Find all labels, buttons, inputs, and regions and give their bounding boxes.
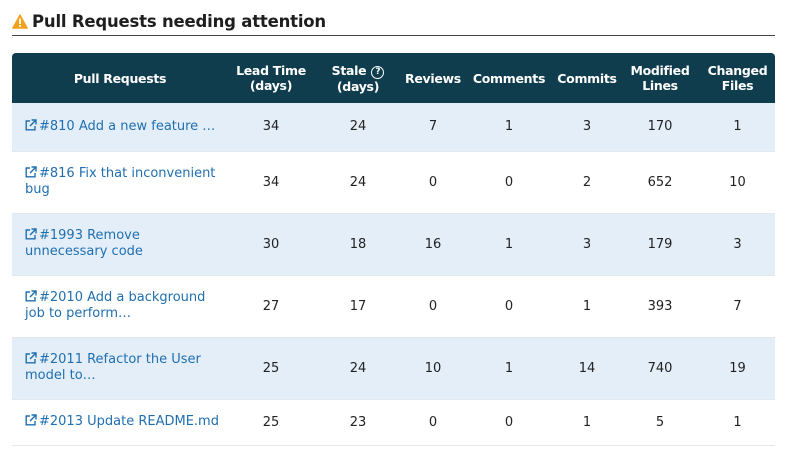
- section-header: Pull Requests needing attention: [12, 8, 775, 36]
- pr-title: #816 Fix that inconvenient bug: [25, 166, 216, 197]
- commits-cell: 3: [582, 236, 592, 252]
- pr-cell: #2011 Refactor the User model to…: [12, 337, 228, 399]
- pr-link[interactable]: #2010 Add a background job to perform…: [25, 290, 205, 321]
- col-header-reviews[interactable]: Reviews: [405, 70, 461, 86]
- pr-title: #2010 Add a background job to perform…: [25, 290, 206, 321]
- reviews-cell: 16: [424, 236, 442, 252]
- modified-lines-cell: 5: [655, 414, 665, 430]
- commits-cell: 14: [578, 360, 596, 376]
- changed-files-cell: 3: [733, 236, 742, 252]
- table-row: #2010 Add a background job to perform… 2…: [12, 275, 775, 337]
- table-header-row: Pull Requests Lead Time (days) Stale ? (da…: [12, 53, 775, 103]
- pr-table: Pull Requests Lead Time (days) Stale ? (da…: [12, 53, 775, 446]
- col-header-lead-time[interactable]: Lead Time (days): [236, 63, 306, 93]
- changed-files-cell: 1: [733, 119, 742, 135]
- help-icon[interactable]: ?: [371, 65, 385, 79]
- external-link-icon: [25, 119, 37, 131]
- stale-cell: 24: [349, 360, 367, 376]
- pr-link[interactable]: #810 Add a new feature …: [25, 119, 215, 134]
- warning-icon: [12, 13, 28, 29]
- col-header-commits[interactable]: Commits: [557, 70, 617, 86]
- external-link-icon: [25, 414, 37, 426]
- comments-cell: 1: [504, 236, 514, 252]
- modified-lines-cell: 393: [647, 298, 673, 314]
- pr-title: #2011 Refactor the User model to…: [25, 352, 201, 383]
- reviews-cell: 0: [428, 174, 438, 190]
- pr-link[interactable]: #1993 Remove unnecessary code: [25, 228, 143, 259]
- external-link-icon: [25, 352, 37, 364]
- table-row: #816 Fix that inconvenient bug 34 24 0 0…: [12, 151, 775, 213]
- stale-cell: 23: [349, 414, 367, 430]
- lead-time-cell: 25: [262, 414, 280, 430]
- reviews-cell: 0: [428, 298, 438, 314]
- pr-cell: #2010 Add a background job to perform…: [12, 275, 228, 337]
- commits-cell: 3: [582, 119, 592, 135]
- commits-cell: 1: [582, 414, 592, 430]
- comments-cell: 0: [504, 414, 514, 430]
- external-link-icon: [25, 290, 37, 302]
- modified-lines-cell: 170: [647, 119, 673, 135]
- section-title: Pull Requests needing attention: [32, 11, 326, 31]
- pr-link[interactable]: #816 Fix that inconvenient bug: [25, 166, 215, 197]
- commits-cell: 1: [582, 298, 592, 314]
- changed-files-cell: 1: [733, 414, 742, 430]
- lead-time-cell: 27: [262, 298, 280, 314]
- col-header-comments[interactable]: Comments: [472, 70, 546, 86]
- col-header-changed-files[interactable]: Changed Files: [707, 63, 768, 93]
- changed-files-cell: 10: [729, 174, 746, 190]
- comments-cell: 1: [504, 119, 514, 135]
- modified-lines-cell: 652: [647, 174, 673, 190]
- table-row: #2013 Update README.md 25 23 0 0 1 5 1: [12, 399, 775, 445]
- lead-time-cell: 34: [262, 174, 280, 190]
- pr-title: #810 Add a new feature …: [39, 118, 216, 134]
- changed-files-cell: 7: [733, 298, 742, 314]
- lead-time-cell: 34: [262, 119, 280, 135]
- reviews-cell: 7: [428, 119, 438, 135]
- pr-link[interactable]: #2013 Update README.md: [25, 414, 219, 429]
- commits-cell: 2: [582, 174, 592, 190]
- col-header-pull-requests[interactable]: Pull Requests: [73, 70, 167, 86]
- lead-time-cell: 25: [262, 360, 280, 376]
- modified-lines-cell: 179: [647, 236, 673, 252]
- pr-link[interactable]: #2011 Refactor the User model to…: [25, 352, 201, 383]
- reviews-cell: 10: [424, 360, 442, 376]
- external-link-icon: [25, 166, 37, 178]
- col-header-stale[interactable]: Stale ? (days): [314, 53, 402, 103]
- lead-time-cell: 30: [262, 236, 280, 252]
- pr-title: #1993 Remove unnecessary code: [25, 228, 143, 259]
- external-link-icon: [25, 228, 37, 240]
- stale-cell: 17: [349, 298, 367, 314]
- stale-cell: 24: [349, 174, 367, 190]
- reviews-cell: 0: [428, 414, 438, 430]
- pr-attention-section: Pull Requests needing attention Pull Req…: [12, 8, 775, 445]
- table-row: #2011 Refactor the User model to… 25 24 …: [12, 337, 775, 399]
- pr-title: #2013 Update README.md: [39, 414, 219, 429]
- stale-cell: 18: [349, 236, 367, 252]
- modified-lines-cell: 740: [647, 360, 673, 376]
- pr-cell: #1993 Remove unnecessary code: [12, 213, 228, 275]
- comments-cell: 0: [504, 298, 514, 314]
- pr-cell: #816 Fix that inconvenient bug: [12, 151, 228, 213]
- comments-cell: 0: [504, 174, 514, 190]
- stale-cell: 24: [349, 119, 367, 135]
- col-header-modified-lines[interactable]: Modified Lines: [630, 63, 690, 93]
- comments-cell: 1: [504, 360, 514, 376]
- pr-cell: #2013 Update README.md: [12, 399, 228, 445]
- pr-cell: #810 Add a new feature …: [12, 103, 228, 151]
- table-row: #1993 Remove unnecessary code 30 18 16 1…: [12, 213, 775, 275]
- table-row: #810 Add a new feature … 34 24 7 1 3 170…: [12, 103, 775, 151]
- changed-files-cell: 19: [729, 360, 746, 376]
